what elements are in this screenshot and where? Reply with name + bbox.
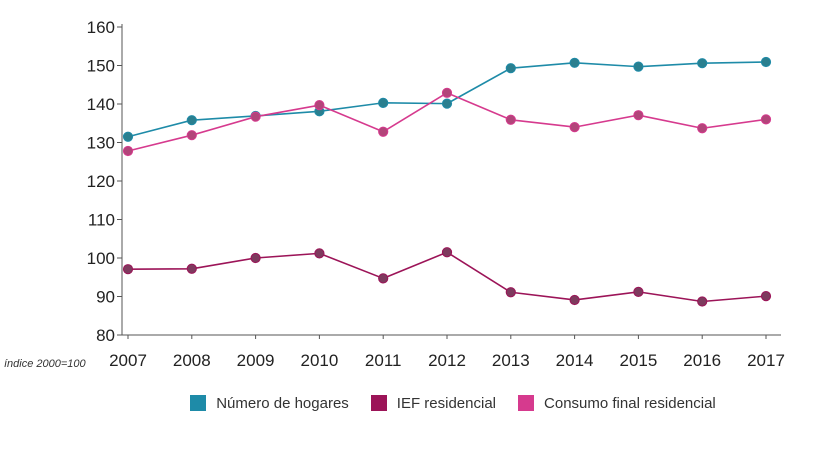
series-1-point	[378, 273, 389, 284]
series-line-1	[127, 251, 767, 303]
series-2-point	[250, 111, 261, 122]
legend-swatch-hogares	[190, 395, 207, 411]
series-2-point	[633, 110, 644, 121]
x-tick-label: 2007	[109, 351, 147, 370]
legend-swatch-ief	[370, 395, 387, 411]
y-tick-label: 110	[88, 211, 115, 230]
legend-item-ief: IEF residencial	[370, 394, 497, 412]
legend-label-consumo: Consumo final residencial	[544, 394, 716, 412]
y-tick-label: 80	[96, 326, 115, 345]
x-tick-label: 2016	[683, 351, 721, 370]
series-2-point	[760, 114, 772, 125]
y-tick-label: 160	[87, 18, 115, 37]
x-tick-label: 2011	[365, 351, 402, 370]
legend-swatch-consumo	[518, 395, 535, 411]
series-2-point	[378, 126, 389, 137]
series-0-point	[569, 57, 580, 68]
legend: Número de hogares IEF residencial Consum…	[0, 392, 838, 414]
series-0-point	[378, 97, 389, 108]
legend-item-consumo: Consumo final residencial	[518, 395, 716, 412]
series-1-point	[505, 287, 516, 298]
x-tick-label: 2017	[747, 351, 785, 370]
x-tick-label: 2012	[428, 351, 466, 370]
series-2-point	[186, 130, 197, 141]
x-tick-label: 2009	[237, 351, 275, 370]
series-1-point	[186, 263, 197, 274]
y-tick-label: 90	[96, 288, 115, 307]
y-axis: 80 90 100 110 120 130 140 150 160	[87, 18, 123, 345]
series-0-point	[186, 115, 197, 126]
x-tick-label: 2013	[492, 351, 530, 370]
y-tick-label: 120	[87, 172, 115, 191]
series-1-point	[122, 264, 134, 275]
series-2-point	[314, 100, 325, 111]
series-2-point	[122, 145, 134, 157]
series-0-point	[760, 56, 772, 68]
series-points	[122, 56, 772, 307]
series-2-point	[441, 87, 453, 98]
index-note: índice 2000=100	[4, 358, 87, 370]
series-1-point	[441, 247, 453, 258]
series-1-point	[250, 252, 261, 264]
series-1-point	[760, 291, 772, 302]
series-0-point	[697, 58, 708, 69]
series-0-point	[505, 63, 516, 74]
series-1-point	[633, 286, 644, 297]
series-0-point	[122, 131, 134, 142]
x-axis: 2007 2008 2009 2010 2011 2012 2013 2014 2015 2016…	[109, 334, 785, 370]
x-tick-label: 2010	[300, 351, 338, 370]
legend-label-hogares: Número de hogares	[216, 394, 349, 412]
x-tick-label: 2014	[556, 351, 594, 370]
series-2-point	[697, 123, 708, 134]
x-tick-label: 2015	[619, 351, 657, 370]
series-2-point	[505, 114, 516, 125]
series-0-point	[633, 61, 644, 72]
x-tick-label: 2008	[173, 351, 211, 370]
series-lines	[127, 61, 767, 303]
legend-item-hogares: Número de hogares	[190, 395, 349, 412]
series-0-point	[441, 98, 453, 109]
y-tick-label: 140	[87, 95, 115, 114]
legend-label-ief: IEF residencial	[396, 394, 497, 412]
series-1-point	[314, 248, 325, 259]
y-tick-label: 130	[87, 134, 115, 153]
y-tick-label: 150	[87, 57, 115, 76]
series-2-point	[569, 122, 580, 133]
series-1-point	[569, 294, 580, 306]
series-1-point	[697, 296, 708, 307]
y-tick-label: 100	[87, 249, 115, 268]
